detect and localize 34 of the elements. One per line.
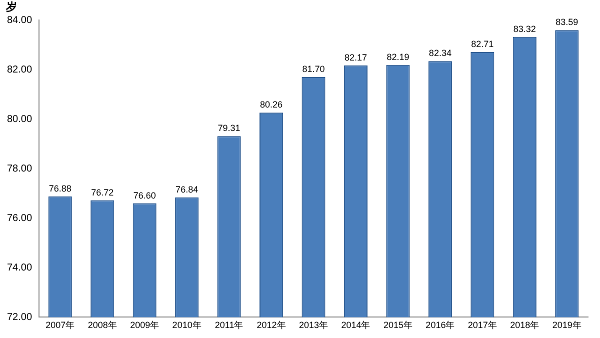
y-tick-label: 78.00 bbox=[6, 163, 32, 174]
x-tick-label: 2017年 bbox=[468, 320, 497, 330]
y-tick-label: 72.00 bbox=[6, 312, 32, 323]
x-tick-label: 2008年 bbox=[88, 320, 117, 330]
x-tick-label: 2018年 bbox=[510, 320, 540, 330]
x-tick-label: 2011年 bbox=[214, 320, 244, 330]
y-tick-label: 80.00 bbox=[6, 114, 32, 125]
x-tick-label: 2019年 bbox=[552, 320, 582, 330]
y-tick-label: 82.00 bbox=[6, 64, 32, 76]
data-label: 81.70 bbox=[302, 64, 325, 74]
x-tick-label: 2014年 bbox=[341, 320, 370, 330]
y-tick-label: 84.00 bbox=[6, 14, 32, 26]
x-tick-label: 2007年 bbox=[46, 320, 75, 330]
data-label: 82.17 bbox=[344, 52, 368, 62]
y-tick-label: 74.00 bbox=[6, 262, 32, 274]
data-label: 82.71 bbox=[471, 38, 494, 49]
data-label: 76.60 bbox=[133, 190, 156, 200]
data-label: 83.32 bbox=[513, 24, 536, 34]
data-label: 76.88 bbox=[48, 183, 72, 194]
data-label: 82.19 bbox=[386, 52, 410, 62]
x-tick-label: 2015年 bbox=[383, 320, 412, 330]
y-axis-title: 岁 bbox=[5, 0, 17, 14]
x-tick-label: 2016年 bbox=[426, 320, 455, 330]
data-label: 80.26 bbox=[260, 100, 283, 110]
x-tick-label: 2010年 bbox=[172, 320, 202, 330]
y-tick-label: 76.00 bbox=[6, 212, 32, 224]
data-label: 76.72 bbox=[91, 187, 114, 198]
x-tick-label: 2012年 bbox=[256, 320, 286, 330]
data-label: 76.84 bbox=[176, 184, 198, 194]
x-tick-label: 2013年 bbox=[298, 320, 328, 330]
x-tick-label: 2009年 bbox=[130, 320, 160, 330]
data-label: 82.34 bbox=[428, 48, 452, 58]
data-label: 79.31 bbox=[218, 123, 240, 134]
data-label: 83.59 bbox=[556, 17, 578, 28]
